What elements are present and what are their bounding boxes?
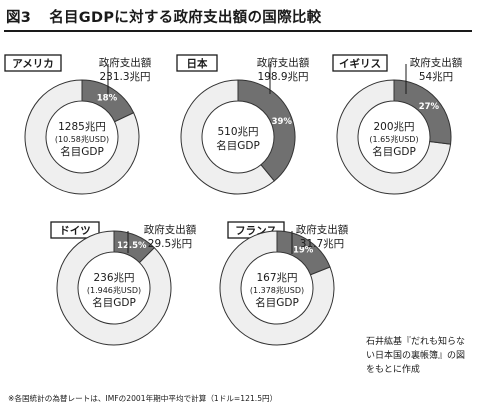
chart-1-gdp-label: 名目GDP bbox=[60, 145, 104, 158]
chart-3-country-box bbox=[332, 54, 388, 72]
chart-3-spending-title: 政府支出額 bbox=[410, 56, 463, 69]
chart-3-gdp-usd: (1.65兆USD) bbox=[369, 134, 418, 144]
chart-1-gdp-ring bbox=[24, 79, 140, 195]
chart-5-gdp-usd: (1.378兆USD) bbox=[250, 285, 304, 295]
chart-2-gdp-ring bbox=[180, 79, 276, 195]
chart-4-gdp-ring bbox=[56, 230, 172, 346]
figure-title: 図3 名目GDPに対する政府支出額の国際比較 bbox=[6, 6, 321, 27]
chart-1-country-box bbox=[4, 54, 62, 72]
chart-1-spending-value: 231.3兆円 bbox=[99, 71, 150, 83]
chart-1-gdp-value: 1285兆円 bbox=[58, 121, 106, 133]
chart-2-spending-slice bbox=[237, 79, 296, 182]
chart-3-gdp-value: 200兆円 bbox=[373, 121, 414, 133]
chart-3-spending-slice bbox=[393, 79, 452, 145]
chart-4-spending-value: 29.5兆円 bbox=[148, 238, 192, 250]
chart-4-country-box bbox=[50, 221, 100, 239]
chart-3-spending-value: 54兆円 bbox=[419, 71, 453, 83]
chart-2-country-box bbox=[176, 54, 218, 72]
chart-4-country-label: ドイツ bbox=[59, 225, 91, 237]
chart-1-gdp-usd: (10.58兆USD) bbox=[55, 134, 109, 144]
figure-number: 図3 bbox=[6, 10, 32, 26]
chart-1-spending-slice bbox=[81, 79, 135, 123]
figure-title-text: 名目GDPに対する政府支出額の国際比較 bbox=[49, 10, 322, 26]
chart-3-gdp-ring bbox=[336, 79, 452, 195]
chart-4-share-label: 12.5% bbox=[117, 241, 147, 251]
chart-3-country-label: イギリス bbox=[339, 57, 381, 70]
chart-4-gdp-label: 名目GDP bbox=[92, 296, 136, 309]
chart-5-spending-title: 政府支出額 bbox=[296, 223, 349, 236]
chart-3-gdp-label: 名目GDP bbox=[372, 145, 416, 158]
chart-2-share-label: 39% bbox=[272, 117, 293, 127]
chart-5-spending-value: 31.7兆円 bbox=[300, 238, 344, 250]
chart-2-spending-value: 198.9兆円 bbox=[257, 71, 308, 83]
chart-4-gdp-value: 236兆円 bbox=[93, 272, 134, 284]
chart-5-gdp-label: 名目GDP bbox=[255, 296, 299, 309]
chart-2-country-label: 日本 bbox=[187, 57, 208, 70]
chart-4-gdp-usd: (1.946兆USD) bbox=[87, 285, 141, 295]
chart-5-gdp-ring bbox=[219, 230, 335, 346]
chart-2-gdp-value: 510兆円 bbox=[217, 126, 258, 138]
chart-3-share-label: 27% bbox=[419, 102, 440, 112]
chart-5-spending-slice bbox=[276, 230, 331, 276]
chart-2-gdp-label: 名目GDP bbox=[216, 139, 260, 152]
chart-1-share-label: 18% bbox=[97, 94, 118, 104]
title-rule bbox=[4, 30, 472, 32]
chart-4-spending-title: 政府支出額 bbox=[144, 223, 197, 236]
footnote: ※各国統計の為替レートは、IMFの2001年期中平均で計算（1ドル=121.5円… bbox=[8, 394, 278, 403]
chart-2-spending-title: 政府支出額 bbox=[257, 56, 310, 69]
source-note: 石井紘基『だれも知らない日本国の裏帳簿』の図をもとに作成 bbox=[366, 337, 466, 375]
chart-5-gdp-value: 167兆円 bbox=[256, 272, 297, 284]
chart-5-share-label: 19% bbox=[293, 246, 314, 256]
chart-1-spending-title: 政府支出額 bbox=[99, 56, 152, 69]
chart-4-spending-slice bbox=[113, 230, 156, 264]
chart-1-country-label: アメリカ bbox=[12, 58, 53, 70]
